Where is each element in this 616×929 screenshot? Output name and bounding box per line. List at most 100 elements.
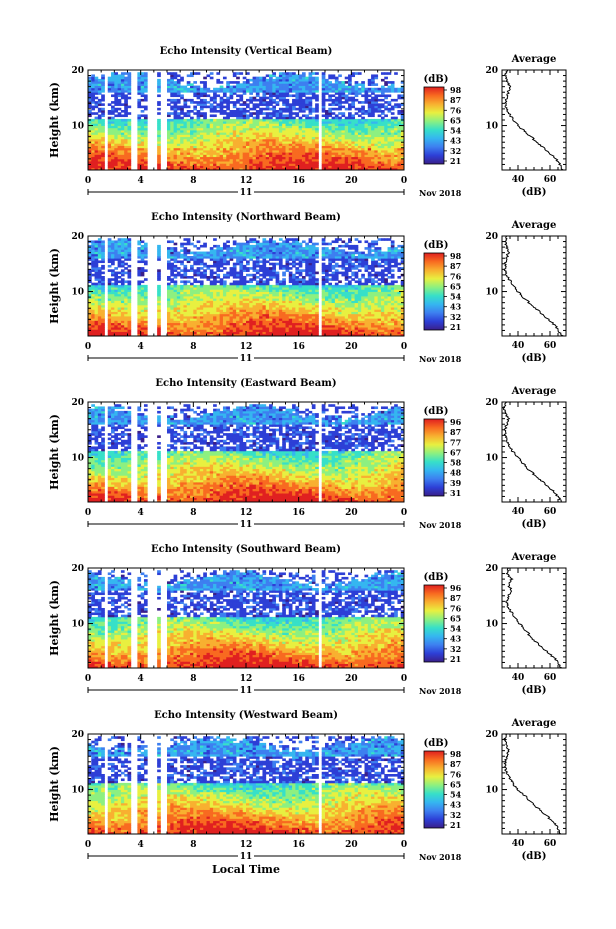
heatmap-cell — [114, 81, 119, 84]
heatmap-cell — [111, 258, 115, 261]
heatmap-cell — [348, 152, 352, 155]
heatmap-cell — [351, 101, 356, 104]
heatmap-cell — [315, 98, 319, 102]
heatmap-cell — [196, 114, 201, 118]
heatmap-cell — [282, 114, 286, 118]
heatmap-cell — [117, 165, 122, 169]
heatmap-cell — [143, 98, 148, 102]
heatmap-cell — [252, 322, 257, 326]
heatmap-cell — [206, 147, 211, 151]
heatmap-cell — [311, 123, 316, 126]
heatmap-cell — [124, 320, 128, 324]
heatmap-cell — [334, 85, 339, 89]
heatmap-cell — [140, 260, 145, 264]
heatmap-cell — [232, 271, 237, 275]
heatmap-cell — [285, 167, 290, 171]
heatmap-cell — [193, 271, 198, 275]
heatmap-cell — [252, 118, 257, 122]
heatmap-cell — [91, 96, 95, 100]
heatmap-cell — [124, 125, 128, 129]
heatmap-cell — [252, 251, 257, 255]
heatmap-cell — [341, 145, 346, 149]
heatmap-cell — [213, 271, 217, 275]
heatmap-cell — [107, 156, 112, 160]
heatmap-cell — [252, 81, 257, 84]
heatmap-cell — [222, 273, 227, 277]
heatmap-cell — [170, 118, 174, 122]
heatmap-cell — [321, 85, 326, 89]
heatmap-cell — [173, 76, 178, 80]
heatmap-cell — [101, 316, 105, 319]
heatmap-cell — [308, 112, 313, 115]
heatmap-cell — [137, 150, 142, 153]
heatmap-cell — [371, 107, 375, 111]
heatmap-cell — [222, 90, 227, 93]
heatmap-cell — [196, 331, 201, 335]
heatmap-cell — [288, 150, 293, 153]
heatmap-cell — [384, 163, 388, 166]
heatmap-cell — [216, 125, 221, 129]
heatmap-cell — [209, 291, 214, 295]
heatmap-cell — [107, 87, 112, 91]
heatmap-cell — [242, 147, 247, 151]
heatmap-cell — [117, 156, 122, 160]
heatmap-cell — [114, 249, 119, 252]
heatmap-cell — [301, 152, 306, 155]
heatmap-cell — [114, 74, 119, 78]
heatmap-cell — [140, 154, 145, 158]
heatmap-cell — [239, 94, 244, 98]
heatmap-cell — [361, 143, 365, 146]
heatmap-cell — [308, 165, 313, 169]
heatmap-cell — [219, 156, 224, 160]
heatmap-cell — [232, 125, 237, 129]
heatmap-cell — [203, 127, 207, 131]
heatmap-cell — [394, 116, 398, 120]
heatmap-cell — [91, 282, 95, 286]
heatmap-cell — [325, 132, 329, 135]
heatmap-cell — [338, 161, 342, 164]
heatmap-cell — [255, 147, 260, 151]
heatmap-cell — [94, 253, 99, 257]
heatmap-cell — [377, 161, 382, 164]
heatmap-cell — [216, 302, 221, 306]
heatmap-cell — [390, 161, 395, 164]
heatmap-cell — [101, 110, 105, 113]
heatmap-cell — [298, 158, 303, 162]
heatmap-cell — [137, 251, 142, 255]
heatmap-cell — [101, 282, 105, 286]
heatmap-cell — [295, 156, 300, 160]
heatmap-cell — [371, 165, 375, 169]
heatmap-cell — [91, 121, 95, 124]
heatmap-cell — [101, 107, 105, 111]
heatmap-cell — [236, 125, 240, 129]
heatmap-cell — [213, 154, 217, 158]
heatmap-cell — [117, 83, 122, 86]
heatmap-cell — [124, 94, 128, 98]
heatmap-cell — [97, 307, 102, 310]
heatmap-cell — [91, 333, 95, 337]
heatmap-cell — [315, 118, 319, 122]
heatmap-cell — [229, 85, 234, 89]
heatmap-cell — [88, 300, 92, 304]
heatmap-cell — [278, 96, 283, 100]
heatmap-cell — [354, 130, 359, 133]
heatmap-cell — [295, 83, 300, 86]
heatmap-cell — [371, 132, 375, 135]
heatmap-cell — [377, 167, 382, 171]
heatmap-cell — [338, 132, 342, 135]
heatmap-cell — [193, 121, 198, 124]
heatmap-cell — [390, 167, 395, 171]
heatmap-cell — [199, 143, 204, 146]
heatmap-cell — [325, 165, 329, 169]
heatmap-cell — [167, 313, 171, 317]
heatmap-cell — [193, 322, 198, 326]
heatmap-cell — [143, 72, 148, 75]
heatmap-cell — [292, 81, 296, 84]
heatmap-cell — [371, 121, 375, 124]
heatmap-cell — [390, 121, 395, 124]
heatmap-cell — [265, 121, 270, 124]
heatmap-cell — [374, 94, 379, 98]
heatmap-cell — [176, 271, 181, 275]
heatmap-cell — [199, 138, 204, 142]
heatmap-cell — [390, 81, 395, 84]
